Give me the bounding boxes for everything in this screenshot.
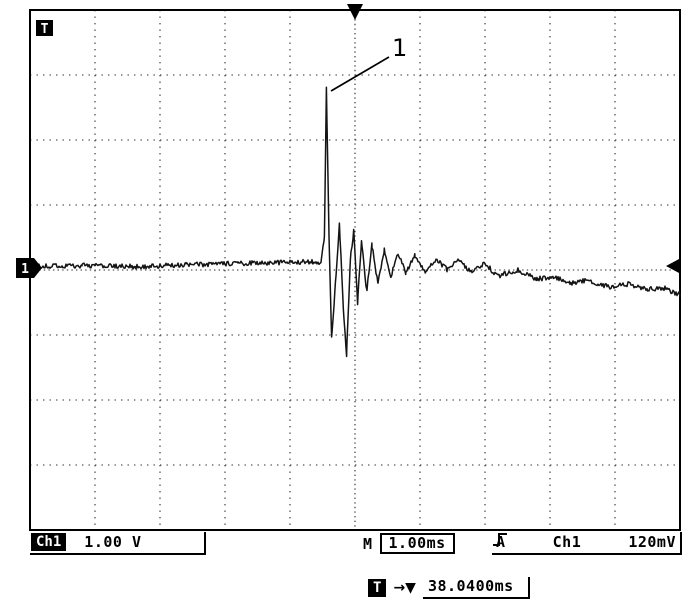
trigger-position-marker-icon: [347, 4, 363, 20]
trigger-time-t-badge: T: [368, 579, 387, 597]
annotation-line: [330, 56, 390, 92]
rising-edge-icon: [493, 533, 507, 546]
ch1-badge: Ch1: [31, 532, 67, 551]
trigger-time-value: 38.0400ms: [422, 577, 530, 599]
timebase-readout: M 1.00ms: [363, 532, 455, 555]
trigger-t-marker-label: T: [41, 22, 49, 37]
trigger-readout: A Ch1 120mV: [492, 532, 682, 555]
trigger-t-marker: T: [36, 20, 53, 37]
trigger-level-value: 120mV: [628, 532, 676, 551]
acq-mode-label: A: [496, 532, 506, 551]
trigger-level-arrow-icon: [666, 258, 680, 274]
timebase-prefix: M: [363, 534, 373, 553]
channel1-marker: 1: [16, 258, 42, 278]
ch1-scale-value: 1.00 V: [84, 532, 142, 551]
timebase-value: 1.00ms: [379, 533, 455, 554]
channel1-marker-label: 1: [21, 262, 29, 277]
ch1-readout: Ch1 1.00 V: [30, 532, 206, 555]
annotation-label: 1: [392, 34, 407, 62]
trigger-source-label: Ch1: [552, 532, 582, 551]
waveform-path: [29, 86, 681, 358]
trigger-time-readout: T →▼ 38.0400ms: [368, 577, 530, 599]
trigger-time-arrows-icon: →▼: [393, 580, 416, 596]
graticule-grid: [30, 10, 680, 530]
trigger-t-marker-icon: [36, 20, 53, 36]
channel1-marker-icon: [16, 258, 42, 278]
